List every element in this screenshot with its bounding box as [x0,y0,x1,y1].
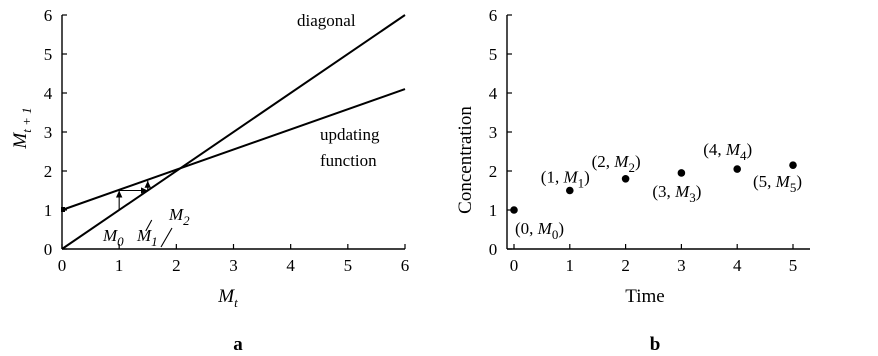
data-point [677,169,686,177]
data-point-label: (5, M5) [753,172,802,195]
panel-b-y-tick-label: 2 [489,162,498,181]
data-point [621,175,630,183]
panel-a-x-axis-label: Mt [217,286,238,310]
panel-a-y-tick-label: 1 [44,201,53,220]
m1-leader-line [145,219,153,232]
m0-label: M0 [102,226,124,249]
panel-a-x-tick-label: 5 [344,256,353,275]
panel-a-letter: a [233,334,243,355]
panel-a-x-tick-label: 4 [286,256,295,275]
panel-a-y-tick-label: 4 [44,84,53,103]
panel-b-x-tick-label: 1 [566,256,575,275]
panel-a-y-tick-label: 5 [44,45,53,64]
panel-a-y-tick-label: 0 [44,240,53,259]
data-point [566,186,574,195]
data-point [789,161,797,169]
panel-a-x-tick-label: 6 [401,256,410,275]
panel-a-cobweb-plot: 0 1 2 3 4 5 6 0 1 2 3 4 5 6 [44,6,410,275]
panel-b-x-tick-label: 0 [510,256,519,275]
panel-b-x-tick-label: 4 [733,256,742,275]
panel-b-scatter-plot: 0 1 2 3 4 5 0 1 2 3 4 5 6 (0, M0) (1, M1)(2, M2) (3, M3… [489,6,810,275]
m2-label: M2 [168,205,190,228]
panel-a-y-tick-label: 6 [44,6,53,25]
data-point-label: (0, M0) [515,219,564,242]
panel-a-y-tick-label: 3 [44,123,53,142]
updating-function-line [61,88,406,211]
data-point [510,206,518,214]
panel-b-y-tick-label: 4 [489,84,498,103]
updating-function-label-line1: updating [320,125,380,144]
m1-label: M1 [136,226,158,249]
data-point [733,165,741,173]
panel-b-x-tick-label: 5 [789,256,798,275]
diagonal-label: diagonal [297,11,356,30]
panel-b-y-tick-label: 3 [489,123,498,142]
panel-b-x-tick-label: 2 [621,256,630,275]
panel-a-y-tick-label: 2 [44,162,53,181]
panel-b-x-axis-label: Time [625,286,664,307]
panel-a-y-axis-label: Mt + 1 [10,107,34,149]
updating-function-label-line2: function [320,151,377,170]
panel-b-y-tick-label: 6 [489,6,498,25]
updating-function-intercept-mark [61,207,65,212]
panel-b-x-tick-label: 3 [677,256,686,275]
panel-a-x-tick-label: 3 [229,256,238,275]
data-point-label: (3, M3) [652,182,701,205]
m2-leader-line [160,227,173,248]
panel-b-y-axis-label: Concentration [455,106,476,214]
data-point-label: (1, M1) [541,168,590,191]
panel-b-letter: b [650,334,661,355]
panel-b-y-tick-label: 5 [489,45,498,64]
panel-a-x-tick-label: 2 [172,256,181,275]
panel-b-y-tick-label: 1 [489,201,498,220]
panel-a-x-tick-label: 1 [115,256,124,275]
data-point-label: (2, M2) [592,152,641,175]
panel-a-x-tick-label: 0 [58,256,67,275]
data-point-label: (4, M4) [703,140,752,163]
panel-b-y-tick-label: 0 [489,240,498,259]
